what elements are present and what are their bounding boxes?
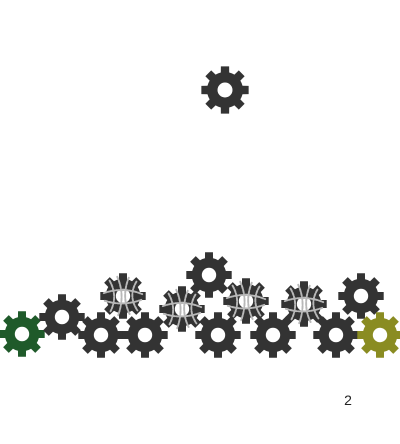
gear-icon[interactable] (194, 311, 242, 359)
rope-strand (167, 292, 175, 326)
gear-hub (265, 327, 281, 343)
gear-hub (93, 327, 109, 343)
loose-gear-icon[interactable] (200, 65, 250, 115)
gear-shape (78, 312, 124, 358)
gear-shape (122, 312, 168, 358)
gear-shape (100, 273, 146, 319)
rope-strand (254, 285, 262, 317)
gear-shape (281, 281, 327, 327)
gear-hub (14, 326, 30, 342)
gear-hub (296, 296, 312, 312)
gear-shape (313, 312, 359, 358)
tied-gear-icon[interactable] (280, 280, 328, 328)
rope-strand (289, 287, 297, 321)
start-gear-icon[interactable] (0, 310, 46, 358)
gear-hub (353, 288, 369, 304)
gear-hub (210, 327, 226, 343)
gear-icon[interactable] (38, 293, 86, 341)
gear-icon[interactable] (337, 272, 385, 320)
gear-hub (238, 293, 254, 309)
rope-strand (124, 276, 131, 316)
rope-strand (161, 302, 203, 309)
gear-shape (201, 66, 249, 114)
rope-strand (103, 298, 143, 305)
gear-hub (137, 327, 153, 343)
tied-gear-icon[interactable] (222, 277, 270, 325)
gear-shape (223, 278, 269, 324)
gear-icon[interactable] (77, 311, 125, 359)
level-number: 2 (344, 392, 352, 408)
rope-strand (116, 275, 123, 317)
gear-hub (54, 309, 70, 325)
gear-hub (217, 82, 233, 98)
rope-strand (183, 289, 190, 329)
gear-shape (0, 311, 45, 357)
rope-strand (226, 303, 266, 310)
rope-strand (297, 283, 304, 325)
rope-strand (131, 280, 139, 312)
gear-shape (338, 273, 384, 319)
tied-gear-icon[interactable] (99, 272, 147, 320)
rope-strand (312, 288, 320, 320)
gear-icon[interactable] (312, 311, 360, 359)
rope-strand (162, 311, 202, 318)
gear-shape (186, 252, 232, 298)
gear-icon[interactable] (249, 311, 297, 359)
gear-shape (357, 312, 400, 358)
gear-shape (39, 294, 85, 340)
rope-strand (305, 284, 312, 324)
rope-strand (247, 281, 254, 321)
rope-strand (225, 294, 267, 301)
tied-gear-icon[interactable] (158, 285, 206, 333)
gear-shape (195, 312, 241, 358)
rope-strand (190, 293, 198, 325)
rope-strand (231, 284, 239, 318)
rope-strand (284, 306, 324, 313)
gear-hub (115, 288, 131, 304)
gear-hub (372, 327, 388, 343)
gear-icon[interactable] (185, 251, 233, 299)
gear-icon[interactable] (121, 311, 169, 359)
rope-strand (283, 297, 325, 304)
gear-shape (250, 312, 296, 358)
gear-shape (159, 286, 205, 332)
gear-hub (328, 327, 344, 343)
rope-strand (102, 289, 144, 296)
gear-hub (174, 301, 190, 317)
gear-hub (201, 267, 217, 283)
rope-strand (175, 288, 182, 330)
rope-strand (239, 280, 246, 322)
rope-strand (108, 279, 116, 313)
goal-gear-icon[interactable] (356, 311, 400, 359)
